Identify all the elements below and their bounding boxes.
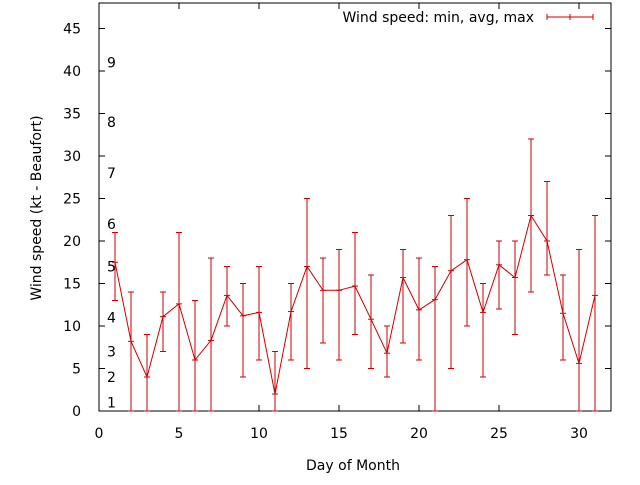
x-tick-label: 15 <box>330 426 348 442</box>
y-tick-label: 15 <box>63 277 81 293</box>
y-tick-label: 5 <box>72 362 81 378</box>
x-tick-label: 20 <box>410 426 428 442</box>
x-tick-label: 30 <box>570 426 588 442</box>
beaufort-label: 8 <box>107 115 116 131</box>
x-tick-label: 10 <box>250 426 268 442</box>
y-tick-label: 10 <box>63 319 81 335</box>
plot-frame <box>98 2 612 412</box>
beaufort-label: 5 <box>107 260 116 276</box>
y-tick-label: 35 <box>63 107 81 123</box>
x-axis-label: Day of Month <box>306 458 400 474</box>
y-tick-label: 25 <box>63 192 81 208</box>
y-tick-label: 30 <box>63 149 81 165</box>
beaufort-label: 3 <box>107 345 116 361</box>
y-tick-label: 40 <box>63 64 81 80</box>
beaufort-label: 7 <box>107 166 116 182</box>
x-tick-label: 5 <box>175 426 184 442</box>
beaufort-label: 2 <box>107 370 116 386</box>
y-tick-label: 45 <box>63 22 81 38</box>
x-tick-label: 25 <box>490 426 508 442</box>
y-tick-label: 0 <box>72 404 81 420</box>
beaufort-label: 1 <box>107 396 116 412</box>
legend-label: Wind speed: min, avg, max <box>342 10 534 26</box>
legend: Wind speed: min, avg, max <box>342 10 594 26</box>
y-tick-label: 20 <box>63 234 81 250</box>
beaufort-label: 4 <box>107 311 116 327</box>
beaufort-label: 6 <box>107 217 116 233</box>
data-layer <box>112 138 598 412</box>
x-tick-label: 0 <box>95 426 104 442</box>
beaufort-label: 9 <box>107 56 116 72</box>
y-axis-label: Wind speed (kt - Beaufort) <box>29 115 45 300</box>
